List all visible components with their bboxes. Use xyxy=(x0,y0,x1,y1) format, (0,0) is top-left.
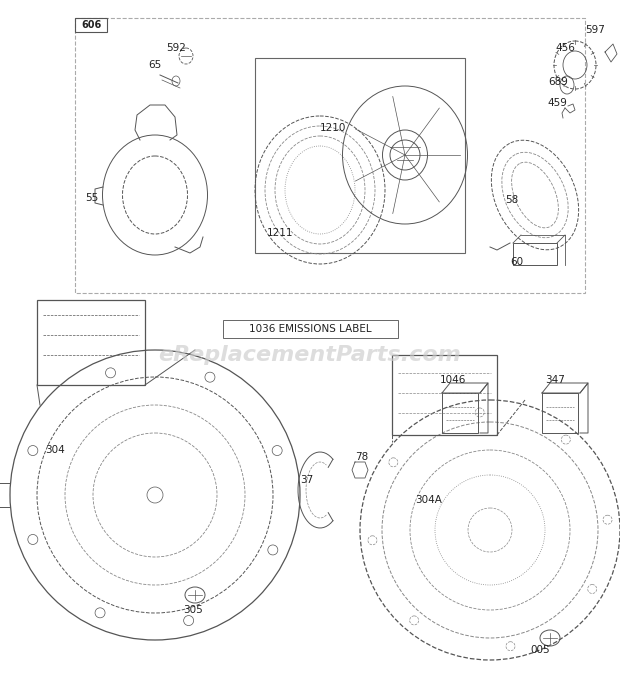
Bar xyxy=(392,355,497,435)
Bar xyxy=(442,393,478,433)
Text: 65: 65 xyxy=(148,60,161,70)
Text: 597: 597 xyxy=(585,25,605,35)
Text: 456: 456 xyxy=(555,43,575,53)
Text: 1036 EMISSIONS LABEL: 1036 EMISSIONS LABEL xyxy=(249,324,371,334)
Text: 55: 55 xyxy=(85,193,98,203)
Bar xyxy=(37,300,145,385)
Bar xyxy=(542,393,578,433)
Bar xyxy=(513,243,557,265)
Text: 606: 606 xyxy=(81,20,101,30)
Text: 689: 689 xyxy=(548,77,568,87)
Text: 592: 592 xyxy=(166,43,186,53)
Bar xyxy=(223,320,398,338)
Bar xyxy=(75,18,585,293)
Text: 1046: 1046 xyxy=(440,375,466,385)
Bar xyxy=(75,18,107,32)
Text: eReplacementParts.com: eReplacementParts.com xyxy=(159,345,461,365)
Text: 78: 78 xyxy=(355,452,368,462)
Text: 305: 305 xyxy=(183,605,203,615)
Text: 1210: 1210 xyxy=(320,123,347,133)
Text: 304: 304 xyxy=(45,445,64,455)
Text: 459: 459 xyxy=(547,98,567,108)
Text: 37: 37 xyxy=(300,475,313,485)
Bar xyxy=(255,58,465,253)
Text: 60: 60 xyxy=(510,257,523,267)
Text: 347: 347 xyxy=(545,375,565,385)
Text: 1211: 1211 xyxy=(267,228,293,238)
Text: 005: 005 xyxy=(530,645,549,655)
Text: 58: 58 xyxy=(505,195,518,205)
Text: 304A: 304A xyxy=(415,495,442,505)
